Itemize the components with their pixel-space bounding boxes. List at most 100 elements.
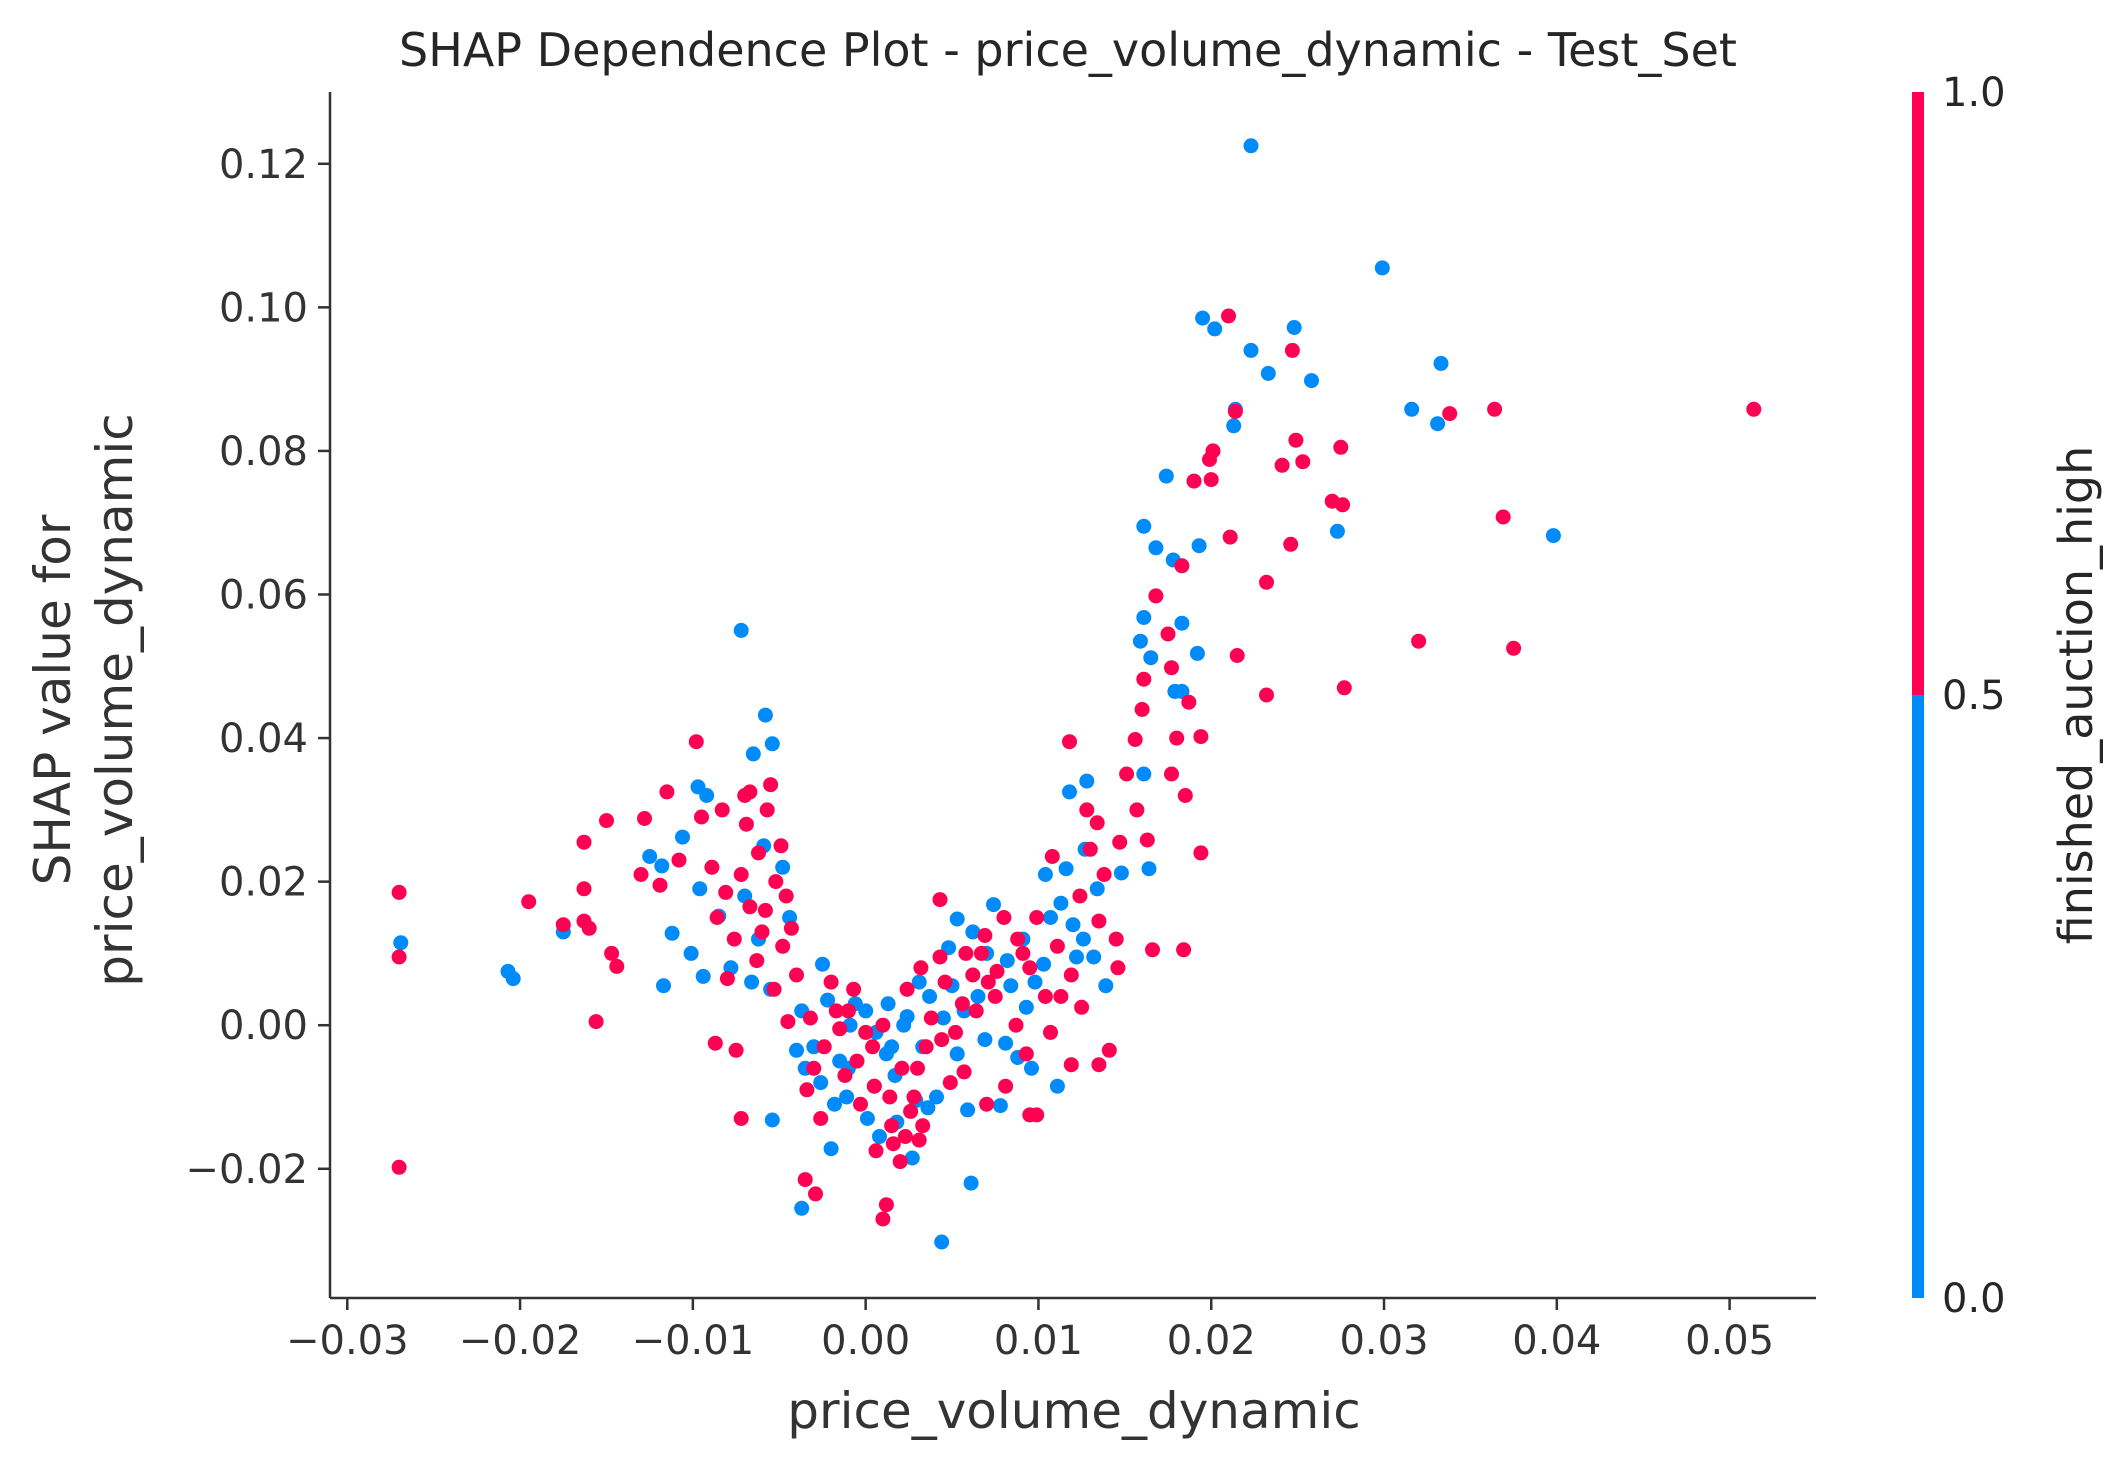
scatter-point-0-97 [1043, 910, 1058, 925]
scatter-point-1-159 [865, 1039, 881, 1055]
scatter-point-1-52 [1063, 1057, 1079, 1073]
scatter-point-1-13 [1283, 536, 1299, 552]
x-tick-label-6: 0.03 [1339, 1318, 1428, 1364]
scatter-point-1-46 [1044, 849, 1060, 864]
scatter-point-1-0 [1746, 401, 1762, 417]
scatter-point-1-17 [1221, 308, 1236, 324]
scatter-point-0-73 [949, 911, 965, 927]
y-tick-label-2: 0.02 [219, 860, 308, 906]
scatter-point-0-62 [1024, 1060, 1039, 1076]
scatter-point-0-28 [1141, 861, 1157, 877]
scatter-point-1-11 [1295, 454, 1311, 470]
scatter-point-1-105 [849, 1053, 865, 1069]
y-tick-label-6: 0.10 [219, 285, 308, 331]
scatter-point-1-144 [780, 1014, 796, 1030]
y-tick-label-5: 0.08 [219, 429, 308, 475]
scatter-point-1-47 [1110, 960, 1126, 976]
scatter-point-0-49 [815, 956, 830, 972]
scatter-point-1-78 [659, 784, 675, 800]
colorbar-tick-label-2: 1.0 [1942, 70, 2006, 116]
scatter-point-1-119 [942, 1075, 958, 1091]
scatter-point-1-25 [1174, 558, 1190, 574]
scatter-point-0-93 [970, 989, 986, 1004]
scatter-point-1-77 [652, 877, 668, 893]
scatter-point-0-7 [1304, 373, 1319, 389]
scatter-point-1-5 [1411, 633, 1427, 649]
scatter-point-1-146 [757, 902, 773, 918]
scatter-point-0-91 [922, 989, 938, 1004]
scatter-point-0-120 [1053, 895, 1069, 911]
scatter-point-1-133 [1029, 910, 1045, 925]
scatter-point-1-138 [923, 1010, 939, 1026]
colorbar-tick-label-1: 0.5 [1942, 673, 2006, 719]
scatter-point-0-17 [1148, 540, 1164, 556]
scatter-point-1-81 [694, 809, 709, 825]
scatter-point-0-51 [505, 971, 521, 987]
scatter-point-0-33 [745, 746, 761, 762]
scatter-point-0-107 [859, 1111, 875, 1126]
scatter-point-0-113 [884, 1039, 900, 1055]
scatter-point-0-19 [1191, 538, 1207, 554]
scatter-point-1-36 [1177, 788, 1193, 803]
scatter-point-0-46 [744, 974, 760, 990]
scatter-point-1-145 [766, 981, 782, 997]
scatter-point-1-141 [828, 1003, 844, 1019]
scatter-point-1-7 [1333, 439, 1349, 455]
scatter-point-1-32 [1169, 730, 1185, 746]
scatter-point-1-9 [1324, 493, 1340, 509]
scatter-point-0-106 [839, 1089, 855, 1105]
x-tick-label-2: −0.01 [632, 1318, 755, 1364]
scatter-point-0-44 [656, 978, 671, 994]
scatter-point-1-10 [1288, 432, 1304, 448]
scatter-point-0-80 [827, 1096, 842, 1112]
scatter-point-0-114 [935, 1010, 951, 1026]
scatter-point-1-137 [948, 1024, 963, 1040]
scatter-point-0-63 [1049, 1078, 1065, 1094]
scatter-point-1-115 [906, 1089, 922, 1105]
scatter-point-0-89 [880, 996, 896, 1012]
x-tick-label-8: 0.05 [1685, 1318, 1774, 1364]
scatter-point-0-115 [949, 1046, 965, 1062]
scatter-point-1-42 [1062, 734, 1077, 750]
x-tick-label-0: −0.03 [286, 1318, 409, 1364]
scatter-point-0-82 [806, 1039, 822, 1055]
scatter-point-1-101 [813, 1111, 829, 1126]
scatter-point-1-139 [910, 1060, 925, 1076]
scatter-point-1-130 [1091, 913, 1107, 929]
scatter-point-0-23 [1174, 615, 1190, 631]
scatter-point-0-58 [963, 1175, 979, 1191]
scatter-point-1-151 [759, 802, 775, 818]
scatter-point-1-120 [954, 996, 970, 1012]
scatter-point-0-3 [1207, 321, 1223, 337]
scatter-point-0-55 [794, 1200, 810, 1216]
scatter-point-0-103 [775, 859, 791, 875]
scatter-point-0-16 [1136, 518, 1152, 534]
scatter-point-0-35 [699, 788, 715, 803]
scatter-point-1-91 [751, 845, 766, 861]
scatter-point-1-71 [588, 1014, 604, 1030]
scatter-point-1-58 [932, 949, 948, 965]
scatter-point-1-174 [977, 928, 993, 943]
scatter-point-1-86 [707, 1035, 723, 1051]
scatter-point-1-62 [391, 884, 407, 900]
scatter-point-0-22 [1143, 650, 1159, 666]
scatter-point-1-162 [882, 1089, 898, 1105]
x-axis-label: price_volume_dynamic [787, 1382, 1360, 1440]
scatter-point-1-16 [1284, 342, 1300, 358]
scatter-point-0-2 [1195, 310, 1211, 326]
scatter-point-1-172 [1043, 1024, 1058, 1040]
scatter-point-0-24 [1189, 645, 1205, 661]
scatter-point-1-132 [1096, 867, 1112, 882]
scatter-point-1-135 [989, 963, 1005, 979]
scatter-point-0-127 [920, 1100, 936, 1116]
scatter-point-1-98 [789, 967, 804, 983]
scatter-point-1-148 [726, 931, 742, 947]
scatter-point-1-156 [885, 1136, 901, 1152]
scatter-point-1-149 [718, 884, 734, 900]
scatter-point-1-21 [1203, 472, 1219, 488]
scatter-point-1-166 [958, 945, 974, 961]
scatter-point-1-64 [391, 1159, 407, 1175]
scatter-point-1-167 [980, 974, 996, 990]
scatter-point-0-70 [1037, 867, 1053, 882]
